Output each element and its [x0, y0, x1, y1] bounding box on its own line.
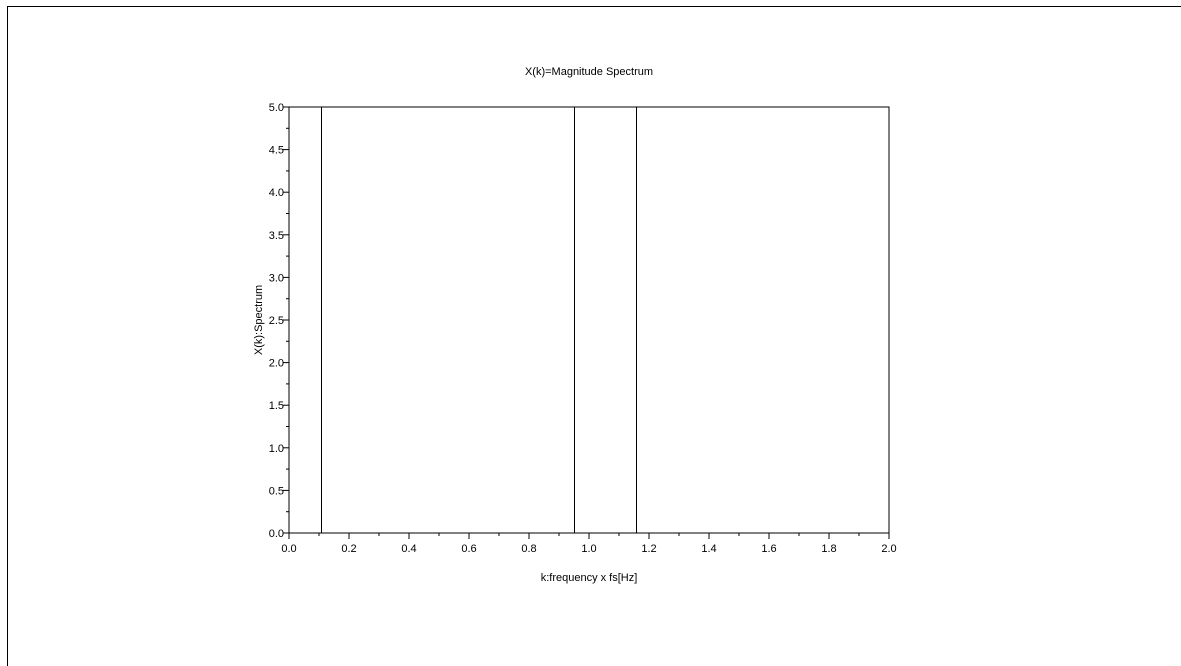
y-tick-label: 3.5 — [269, 230, 284, 242]
x-tick-label: 1.6 — [761, 543, 776, 555]
x-tick-label: 2.0 — [881, 543, 896, 555]
chart-title: X(k)=Magnitude Spectrum — [525, 66, 653, 78]
y-tick-label: 1.5 — [269, 400, 284, 412]
y-axis-label: X(k):Spectrum — [253, 285, 265, 355]
x-tick-label: 0.6 — [461, 543, 476, 555]
figure-frame — [7, 6, 1181, 666]
x-tick-label: 0.0 — [281, 543, 296, 555]
x-axis: 0.0 0.2 0.4 0.6 0.8 1.0 1.2 1.4 1.6 1.8 2.0 — [281, 533, 897, 555]
y-tick-label: 3.0 — [269, 272, 284, 284]
x-tick-label: 0.8 — [521, 543, 536, 555]
y-tick-label: 1.0 — [269, 443, 284, 455]
x-tick-label: 0.2 — [341, 543, 356, 555]
x-tick-label: 0.4 — [401, 543, 416, 555]
x-tick-label: 1.2 — [641, 543, 656, 555]
x-tick-label: 1.0 — [581, 543, 596, 555]
y-tick-label: 4.5 — [269, 145, 284, 157]
x-axis-label: k:frequency x fs[Hz] — [541, 572, 638, 584]
y-tick-label: 2.5 — [269, 315, 284, 327]
y-tick-label: 0.0 — [269, 528, 284, 540]
y-tick-label: 2.0 — [269, 358, 284, 370]
x-tick-label: 1.4 — [701, 543, 716, 555]
y-tick-label: 0.5 — [269, 485, 284, 497]
y-tick-label: 5.0 — [269, 102, 284, 114]
series-marks — [321, 107, 637, 533]
y-tick-label: 4.0 — [269, 187, 284, 199]
y-axis: 0.0 0.5 1.0 1.5 2.0 2.5 3.0 3.5 4.0 4.5 5.0 — [269, 102, 289, 540]
plot-area — [288, 106, 890, 534]
x-tick-label: 1.8 — [821, 543, 836, 555]
